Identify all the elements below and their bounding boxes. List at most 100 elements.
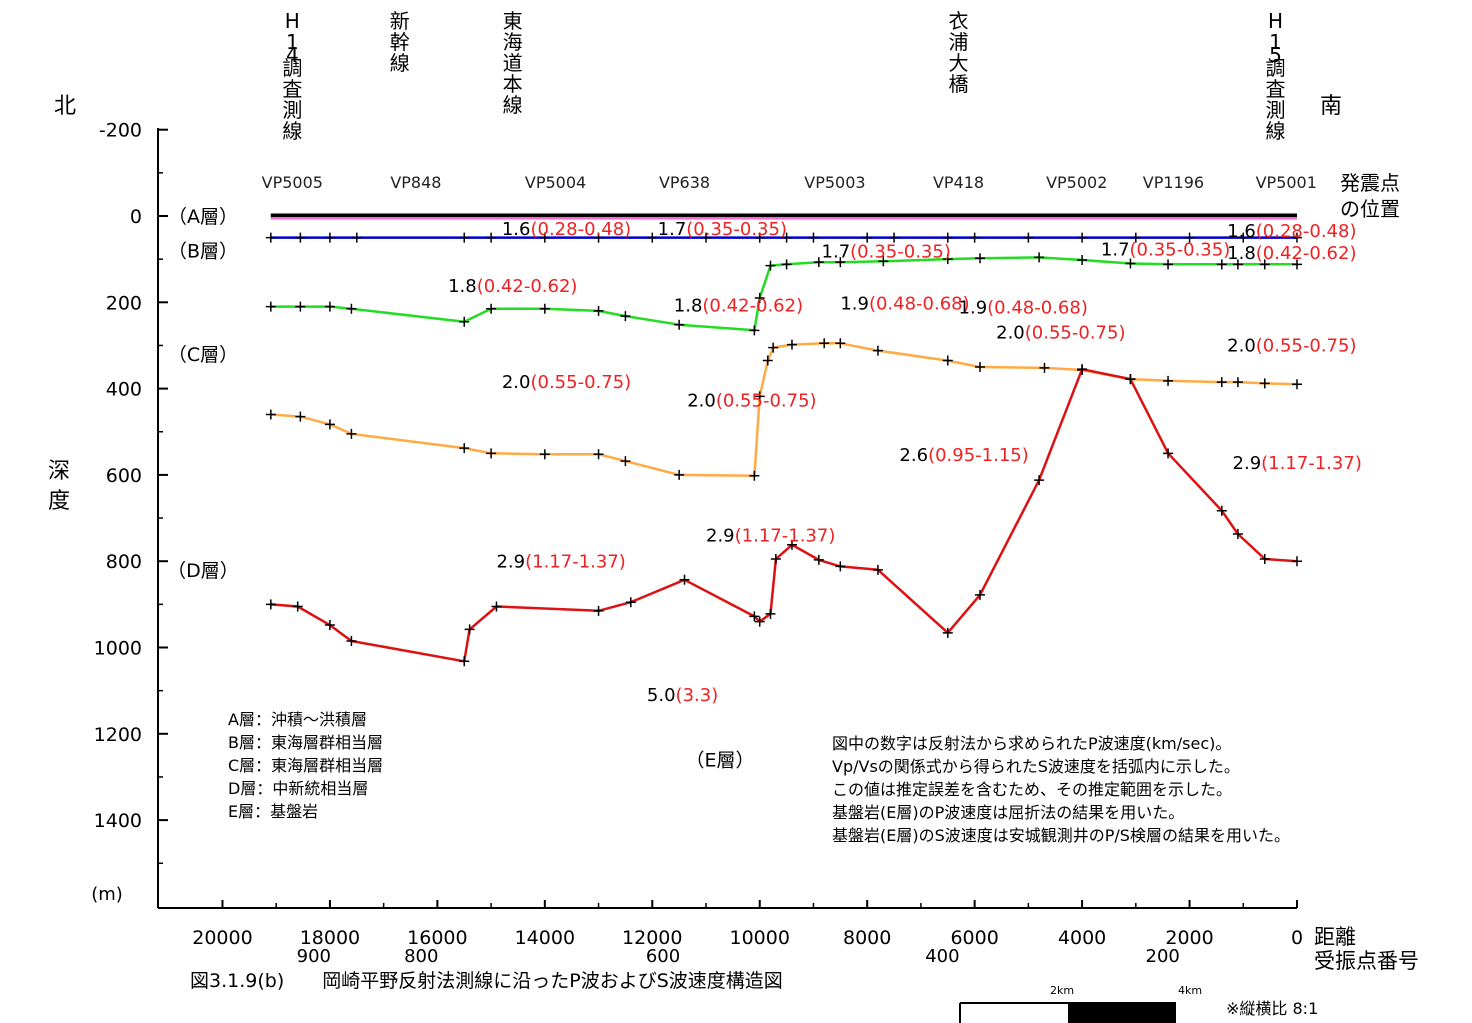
note-line: 図中の数字は反射法から求められたP波速度(km/sec)。 xyxy=(832,734,1231,753)
vs-range: (0.55-0.75) xyxy=(716,390,817,411)
vs-range: (1.17-1.37) xyxy=(1261,453,1362,474)
vp-label: VP418 xyxy=(933,173,984,192)
receiver-tick-label: 900 xyxy=(297,946,331,967)
data-point xyxy=(1216,377,1227,388)
layer-label: （C層） xyxy=(168,344,238,366)
data-point xyxy=(351,232,362,243)
data-point xyxy=(1125,258,1136,269)
data-point xyxy=(1216,505,1227,516)
vs-range: (0.42-0.62) xyxy=(477,276,578,297)
direction-north: 北 xyxy=(54,94,76,119)
data-point xyxy=(754,616,765,627)
top-label-char: 線 xyxy=(282,119,302,143)
data-point xyxy=(324,301,335,312)
data-point xyxy=(459,656,470,667)
data-point xyxy=(942,355,953,366)
velocity-label: 1.9(0.48-0.68) xyxy=(840,293,969,314)
velocity-label: 2.0(0.55-0.75) xyxy=(996,323,1125,344)
vp-value: 2.0 xyxy=(687,390,716,411)
vp-value: 1.6 xyxy=(502,219,531,240)
data-point xyxy=(1232,529,1243,540)
data-point xyxy=(1259,554,1270,565)
y-tick-label: -200 xyxy=(99,120,142,142)
data-point xyxy=(969,232,980,243)
scale-bar-label: 4km xyxy=(1178,984,1202,997)
data-point xyxy=(1034,252,1045,263)
data-point xyxy=(459,232,470,243)
aspect-ratio-note: ※縦横比 8:1 xyxy=(1226,999,1318,1018)
data-point xyxy=(265,232,276,243)
data-point xyxy=(765,608,776,619)
top-label-char: 4 xyxy=(286,43,299,67)
velocity-label: 1.7(0.35-0.35) xyxy=(822,242,951,263)
data-point xyxy=(346,636,357,647)
data-point xyxy=(819,338,830,349)
data-point xyxy=(593,305,604,316)
axes xyxy=(157,128,1298,909)
data-point xyxy=(1023,232,1034,243)
x-tick-label: 16000 xyxy=(407,927,467,949)
data-point xyxy=(835,257,846,268)
data-point xyxy=(346,428,357,439)
velocity-label: 2.0(0.55-0.75) xyxy=(502,372,631,393)
data-point xyxy=(459,316,470,327)
top-label-char: 衣 xyxy=(949,9,969,33)
data-point xyxy=(625,597,636,608)
data-point xyxy=(674,319,685,330)
x-tick-label: 18000 xyxy=(300,927,360,949)
data-point xyxy=(862,232,873,243)
top-label: 新幹線 xyxy=(390,9,410,75)
vs-range: (0.95-1.15) xyxy=(928,445,1029,466)
top-label-char: 線 xyxy=(503,93,523,117)
data-point xyxy=(539,449,550,460)
x-tick-label: 2000 xyxy=(1165,927,1213,949)
data-point xyxy=(1163,448,1174,459)
data-point xyxy=(765,260,776,271)
data-point xyxy=(975,589,986,600)
layer-label: （A層） xyxy=(168,206,238,228)
note-line: 基盤岩(E層)のP波速度は屈折法の結果を用いた。 xyxy=(832,803,1184,822)
layer-label: （E層） xyxy=(685,750,754,772)
vs-range: (0.55-0.75) xyxy=(1025,323,1126,344)
note-line: この値は推定誤差を含むため、その推定範囲を示した。 xyxy=(832,780,1232,799)
data-point xyxy=(813,554,824,565)
top-label-char: 本 xyxy=(503,72,523,96)
vp-label: VP5004 xyxy=(525,173,586,192)
data-point xyxy=(1077,255,1088,266)
vp-label: VP5002 xyxy=(1046,173,1107,192)
receiver-tick-label: 600 xyxy=(646,946,680,967)
data-point xyxy=(1232,259,1243,270)
top-label-char: 線 xyxy=(1266,119,1286,143)
shot-caption: 発震点 xyxy=(1340,171,1400,195)
data-point xyxy=(786,339,797,350)
data-point xyxy=(762,355,773,366)
vs-range: (0.28-0.48) xyxy=(1256,221,1357,242)
vp-value: 2.0 xyxy=(502,372,531,393)
vs-range: (0.35-0.35) xyxy=(686,219,787,240)
data-point xyxy=(486,232,497,243)
vp-value: 1.7 xyxy=(1101,239,1130,260)
vs-range: (3.3) xyxy=(676,685,719,706)
vs-range: (0.42-0.62) xyxy=(702,295,803,316)
vs-range: (0.28-0.48) xyxy=(530,219,631,240)
y-axis-unit: (m) xyxy=(91,884,123,905)
receiver-tick-label: 400 xyxy=(925,946,959,967)
vp-label: VP638 xyxy=(659,173,710,192)
legend-item: E層：基盤岩 xyxy=(228,802,318,821)
top-label-char: 調 xyxy=(1266,56,1286,80)
vs-range: (0.35-0.35) xyxy=(1130,239,1231,260)
top-label-char: 海 xyxy=(503,30,523,54)
velocity-label: 1.9(0.48-0.68) xyxy=(959,298,1088,319)
shot-caption-2: の位置 xyxy=(1340,197,1400,221)
top-label-char: 測 xyxy=(282,98,302,122)
boundary-line-5 xyxy=(270,367,1298,663)
data-point xyxy=(754,391,765,402)
chart-title: 図3.1.9(b) 岡崎平野反射法測線に沿ったP波およびS波速度構造図 xyxy=(190,970,783,992)
data-point xyxy=(878,256,889,267)
vp-value: 1.8 xyxy=(448,276,477,297)
data-point xyxy=(459,443,470,454)
data-point xyxy=(942,627,953,638)
y-tick-label: 200 xyxy=(106,292,142,314)
data-point xyxy=(464,624,475,635)
